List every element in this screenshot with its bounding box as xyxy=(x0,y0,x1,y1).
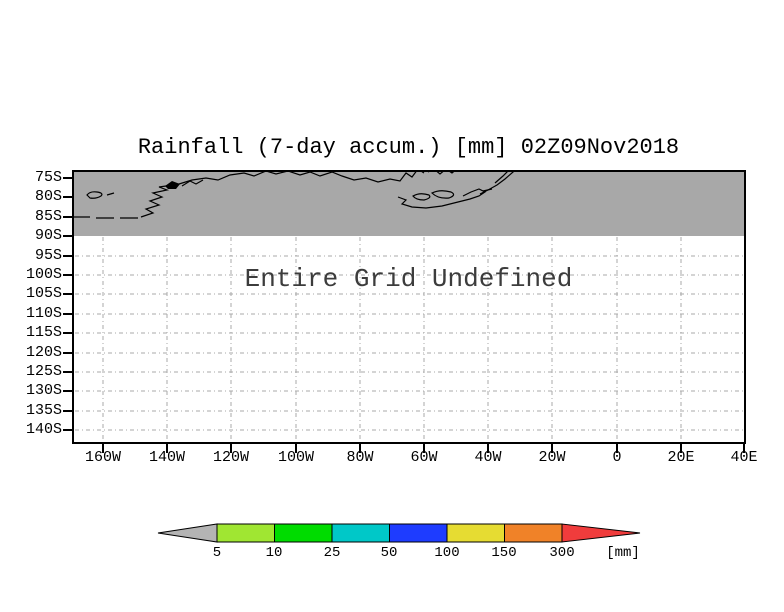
y-tick-label: 140S xyxy=(25,421,62,438)
colorbar-seg-1 xyxy=(216,523,275,543)
y-tick-label: 105S xyxy=(25,285,62,302)
x-tick-label: 80W xyxy=(346,449,374,466)
x-tick-label: 160W xyxy=(84,449,121,466)
y-tick-label: 135S xyxy=(25,402,62,419)
y-tick-label: 100S xyxy=(25,266,62,283)
colorbar-unit-label: [mm] xyxy=(606,545,640,561)
colorbar-tick-label: 50 xyxy=(380,545,398,561)
y-tick-label: 115S xyxy=(25,324,62,341)
x-tick-label: 40E xyxy=(730,449,758,466)
y-tick-label: 95S xyxy=(34,247,62,264)
y-tick-label: 85S xyxy=(34,208,62,225)
undefined-grid-message: Entire Grid Undefined xyxy=(244,264,573,294)
colorbar-tick-label: 10 xyxy=(265,545,283,561)
plot-title: Rainfall (7-day accum.) [mm] 02Z09Nov201… xyxy=(137,135,680,160)
plot-frame xyxy=(72,170,746,444)
axis-ticks xyxy=(63,177,745,453)
y-tick-label: 125S xyxy=(25,363,62,380)
land-mask-region xyxy=(74,172,744,236)
x-tick-label: 20E xyxy=(667,449,695,466)
x-tick-label: 20W xyxy=(538,449,566,466)
colorbar-right-arrow xyxy=(561,523,641,543)
colorbar-seg-5 xyxy=(446,523,505,543)
x-tick-label: 40W xyxy=(474,449,502,466)
coastline-contours xyxy=(74,172,515,219)
y-tick-label: 120S xyxy=(25,344,62,361)
colorbar-tick-label: 300 xyxy=(549,545,575,561)
x-tick-label: 140W xyxy=(148,449,185,466)
y-tick-label: 90S xyxy=(34,227,62,244)
x-tick-label: 60W xyxy=(410,449,438,466)
colorbar-tick-label: 25 xyxy=(323,545,341,561)
x-tick-label: 100W xyxy=(277,449,314,466)
x-tick-label: 0 xyxy=(612,449,622,466)
colorbar-seg-6 xyxy=(504,523,563,543)
y-tick-label: 130S xyxy=(25,382,62,399)
colorbar-seg-3 xyxy=(331,523,390,543)
y-tick-label: 80S xyxy=(34,188,62,205)
y-tick-label: 110S xyxy=(25,305,62,322)
colorbar-tick-label: 150 xyxy=(491,545,517,561)
y-tick-label: 75S xyxy=(34,169,62,186)
colorbar-tick-label: 5 xyxy=(212,545,222,561)
colorbar-bar xyxy=(157,523,641,543)
colorbar-seg-4 xyxy=(389,523,448,543)
colorbar-tick-label: 100 xyxy=(434,545,460,561)
grid-lines xyxy=(75,237,743,441)
colorbar-seg-2 xyxy=(274,523,333,543)
colorbar-left-arrow xyxy=(157,523,218,543)
x-tick-label: 120W xyxy=(212,449,249,466)
